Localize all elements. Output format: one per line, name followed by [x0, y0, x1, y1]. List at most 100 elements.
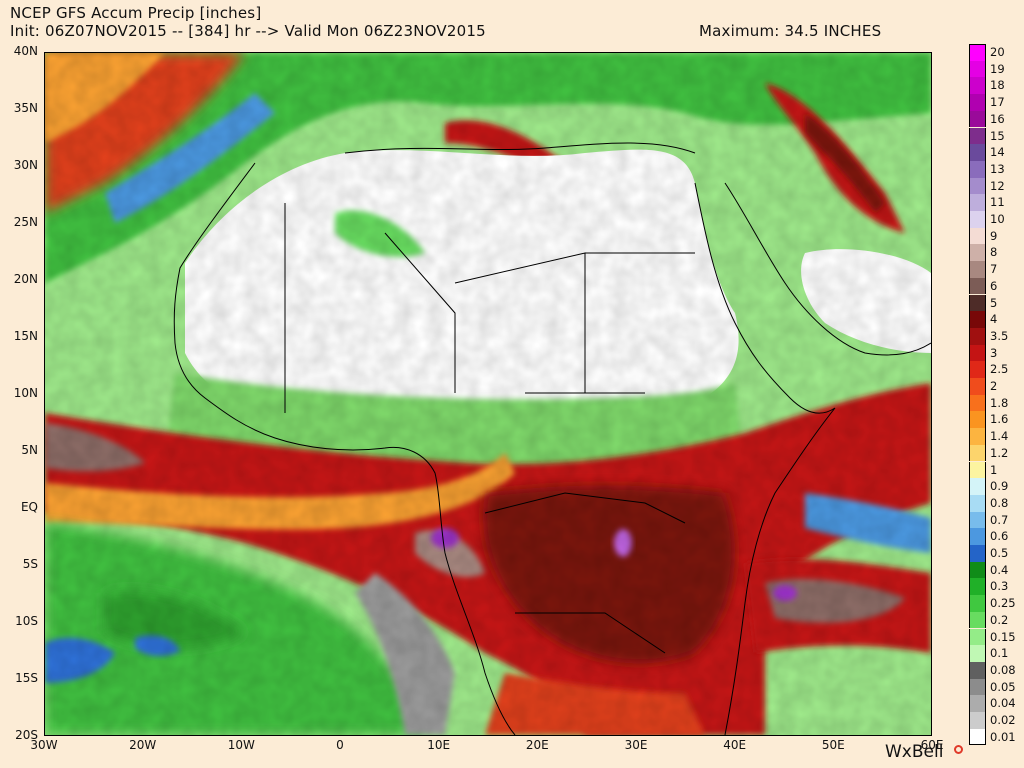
legend-label: 1.6	[990, 412, 1009, 427]
legend-entry: 2	[967, 378, 1021, 395]
lat-tick-label: 30N	[13, 158, 38, 172]
legend-swatch	[969, 311, 986, 328]
legend-swatch	[969, 478, 986, 495]
legend-label: 17	[990, 95, 1005, 110]
legend-label: 0.9	[990, 479, 1009, 494]
lon-tick-label: 20W	[129, 738, 157, 752]
legend-swatch	[969, 77, 986, 95]
legend-entry: 14	[967, 144, 1021, 161]
legend-entry: 6	[967, 277, 1021, 295]
legend-swatch	[969, 678, 986, 696]
legend-label: 5	[990, 295, 998, 310]
lat-tick-label: 25N	[13, 215, 38, 229]
legend-swatch	[969, 394, 986, 412]
legend-entry: 0.4	[967, 561, 1021, 579]
legend-swatch	[969, 378, 986, 395]
legend-label: 1	[990, 462, 998, 477]
legend-label: 3	[990, 345, 998, 360]
legend-swatch	[969, 595, 986, 612]
legend-entry: 0.8	[967, 494, 1021, 512]
legend-swatch	[969, 511, 986, 529]
lat-tick-label: 5S	[22, 557, 38, 571]
legend-label: 2	[990, 379, 998, 393]
legend-entry: 1.6	[967, 411, 1021, 429]
legend-swatch	[969, 44, 986, 61]
coastlines	[173, 142, 931, 735]
legend-entry: 0.01	[967, 728, 1021, 746]
lat-tick-label: EQ	[20, 500, 38, 514]
legend-label: 1.4	[990, 429, 1009, 444]
logo-dot-icon	[954, 745, 963, 754]
lon-tick-label: 60E	[920, 738, 944, 752]
legend-label: 2.5	[990, 362, 1009, 377]
legend-label: 13	[990, 161, 1005, 176]
legend-label: 0.05	[990, 679, 1016, 694]
legend-entry: 0.6	[967, 528, 1021, 545]
legend-entry: 1.4	[967, 428, 1021, 445]
legend-swatch	[969, 211, 986, 228]
legend-entry: 16	[967, 110, 1021, 128]
texture-overlay	[45, 53, 931, 735]
legend-swatch	[969, 60, 986, 78]
legend-entry: 20	[967, 44, 1021, 61]
legend-swatch	[969, 411, 986, 429]
legend-entry: 3.5	[967, 327, 1021, 345]
legend-swatch	[969, 611, 986, 629]
legend-swatch	[969, 277, 986, 295]
legend-label: 0.7	[990, 512, 1009, 527]
legend-entry: 0.05	[967, 678, 1021, 696]
legend-swatch	[969, 661, 986, 679]
lat-tick-label: 20N	[13, 272, 38, 286]
legend-swatch	[969, 327, 986, 345]
legend-swatch	[969, 695, 986, 712]
lon-tick-label: 50E	[821, 738, 845, 752]
legend-entry: 1	[967, 461, 1021, 479]
legend-label: 20	[990, 45, 1005, 59]
map-title: NCEP GFS Accum Precip [inches]	[10, 4, 262, 22]
legend-entry: 15	[967, 127, 1021, 145]
legend-swatch	[969, 545, 986, 562]
legend-entry: 19	[967, 60, 1021, 78]
legend-entry: 2.5	[967, 361, 1021, 378]
legend-entry: 0.04	[967, 695, 1021, 712]
legend-label: 0.25	[990, 596, 1016, 611]
legend-swatch	[969, 461, 986, 479]
legend-swatch	[969, 294, 986, 312]
legend-entry: 0.08	[967, 661, 1021, 679]
legend-label: 0.15	[990, 629, 1016, 644]
legend-entry: 0.25	[967, 595, 1021, 612]
lon-tick-label: 10E	[427, 738, 451, 752]
legend-swatch	[969, 194, 986, 211]
legend-swatch	[969, 261, 986, 278]
legend-swatch	[969, 728, 986, 746]
precip-map[interactable]	[44, 52, 932, 736]
legend-swatch	[969, 94, 986, 111]
legend-swatch	[969, 578, 986, 596]
legend-swatch	[969, 444, 986, 462]
legend-swatch	[969, 561, 986, 579]
legend-label: 0.8	[990, 495, 1009, 510]
wxbell-logo: WxBell	[885, 742, 944, 762]
legend-entry: 10	[967, 211, 1021, 228]
legend-label: 0.08	[990, 662, 1016, 677]
legend-entry: 9	[967, 227, 1021, 245]
legend-swatch	[969, 177, 986, 195]
legend-swatch	[969, 110, 986, 128]
legend-label: 7	[990, 262, 998, 277]
lon-tick-label: 30W	[30, 738, 58, 752]
legend-label: 0.6	[990, 529, 1009, 544]
legend-label: 10	[990, 212, 1005, 226]
lon-tick-label: 10W	[227, 738, 255, 752]
legend-label: 9	[990, 228, 998, 243]
legend-label: 0.2	[990, 612, 1009, 627]
lat-tick-label: 15S	[15, 671, 38, 685]
lat-tick-label: 20S	[15, 728, 38, 742]
legend-entry: 0.3	[967, 578, 1021, 596]
lon-tick-label: 0	[336, 738, 344, 752]
legend-entry: 18	[967, 77, 1021, 95]
legend-entry: 11	[967, 194, 1021, 211]
lat-tick-label: 15N	[13, 329, 38, 343]
legend-entry: 0.7	[967, 511, 1021, 529]
legend-entry: 1.2	[967, 444, 1021, 462]
legend-label: 19	[990, 61, 1005, 76]
